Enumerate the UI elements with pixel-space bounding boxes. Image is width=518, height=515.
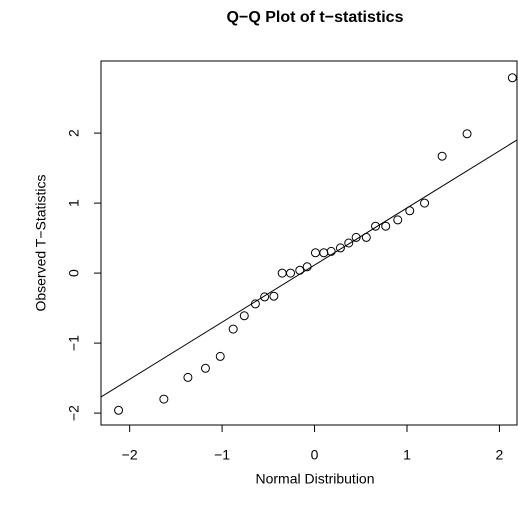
point bbox=[159, 394, 169, 404]
plot-frame bbox=[100, 60, 518, 426]
point bbox=[351, 232, 361, 242]
point bbox=[200, 363, 210, 373]
y-tick-label: 2 bbox=[66, 129, 82, 137]
x-tick-label: 1 bbox=[403, 447, 411, 463]
point bbox=[344, 238, 354, 248]
chart-title: Q−Q Plot of t−statistics bbox=[227, 9, 404, 26]
point bbox=[326, 246, 336, 256]
point bbox=[381, 221, 391, 231]
point bbox=[286, 268, 296, 278]
point bbox=[319, 248, 329, 258]
point bbox=[437, 151, 447, 161]
point bbox=[405, 206, 415, 216]
point bbox=[420, 198, 430, 208]
reference-line bbox=[101, 139, 517, 398]
point bbox=[302, 262, 312, 272]
point bbox=[371, 221, 381, 231]
point bbox=[310, 248, 320, 258]
y-tick-label: 0 bbox=[66, 269, 82, 277]
point bbox=[239, 311, 249, 321]
x-tick-label: 2 bbox=[496, 447, 504, 463]
point bbox=[215, 351, 225, 361]
point bbox=[462, 129, 472, 139]
point bbox=[260, 292, 270, 302]
y-tick-label: 1 bbox=[66, 199, 82, 207]
point bbox=[335, 243, 345, 253]
y-axis-label: Observed T−Statistics bbox=[33, 174, 49, 311]
point bbox=[507, 73, 517, 83]
point bbox=[269, 291, 279, 301]
point bbox=[393, 215, 403, 225]
point bbox=[277, 268, 287, 278]
point bbox=[295, 265, 305, 275]
y-tick-label: −1 bbox=[66, 335, 82, 351]
x-tick-label: −2 bbox=[122, 447, 138, 463]
x-tick-label: −1 bbox=[214, 447, 230, 463]
point bbox=[361, 232, 371, 242]
y-tick-label: −2 bbox=[66, 405, 82, 421]
x-tick-label: 0 bbox=[311, 447, 319, 463]
point bbox=[183, 372, 193, 382]
point bbox=[114, 405, 124, 415]
point bbox=[228, 324, 238, 334]
x-axis-label: Normal Distribution bbox=[255, 471, 374, 487]
point bbox=[250, 299, 260, 309]
